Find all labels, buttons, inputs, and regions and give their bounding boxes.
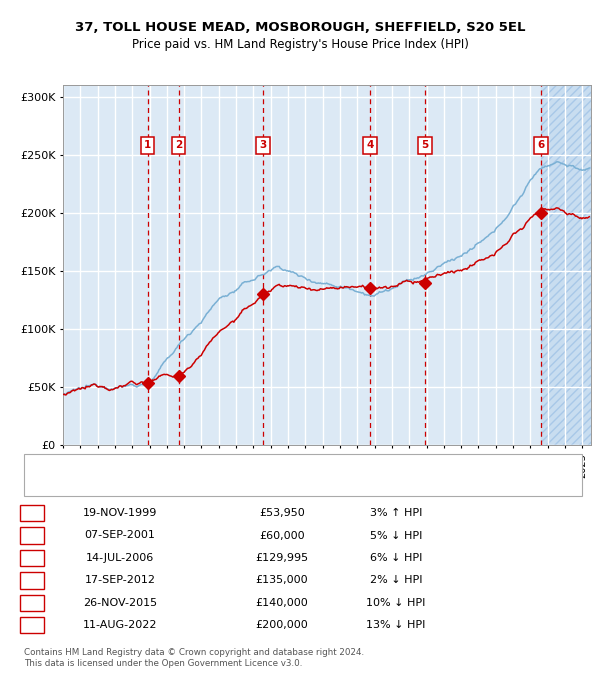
Text: 19-NOV-1999: 19-NOV-1999 xyxy=(83,508,157,518)
Bar xyxy=(541,85,591,445)
Text: £200,000: £200,000 xyxy=(256,620,308,630)
Text: 17-SEP-2012: 17-SEP-2012 xyxy=(85,575,155,585)
Text: £140,000: £140,000 xyxy=(256,598,308,608)
Text: 5: 5 xyxy=(421,141,428,150)
Text: 5: 5 xyxy=(29,598,37,608)
Text: 4: 4 xyxy=(29,575,37,585)
Text: HPI: Average price, semi-detached house, Sheffield: HPI: Average price, semi-detached house,… xyxy=(69,479,325,490)
Text: 10% ↓ HPI: 10% ↓ HPI xyxy=(367,598,425,608)
Text: Price paid vs. HM Land Registry's House Price Index (HPI): Price paid vs. HM Land Registry's House … xyxy=(131,37,469,51)
Text: 37, TOLL HOUSE MEAD, MOSBOROUGH, SHEFFIELD, S20 5EL (semi-detached house): 37, TOLL HOUSE MEAD, MOSBOROUGH, SHEFFIE… xyxy=(69,461,489,471)
Text: 5% ↓ HPI: 5% ↓ HPI xyxy=(370,530,422,541)
Text: Contains HM Land Registry data © Crown copyright and database right 2024.: Contains HM Land Registry data © Crown c… xyxy=(24,648,364,658)
Text: 2: 2 xyxy=(175,141,182,150)
Text: 2% ↓ HPI: 2% ↓ HPI xyxy=(370,575,422,585)
Text: 2: 2 xyxy=(29,530,37,541)
Text: 37, TOLL HOUSE MEAD, MOSBOROUGH, SHEFFIELD, S20 5EL: 37, TOLL HOUSE MEAD, MOSBOROUGH, SHEFFIE… xyxy=(75,20,525,34)
Text: £60,000: £60,000 xyxy=(259,530,305,541)
Text: 07-SEP-2001: 07-SEP-2001 xyxy=(85,530,155,541)
Text: 1: 1 xyxy=(29,508,37,518)
Text: 6% ↓ HPI: 6% ↓ HPI xyxy=(370,553,422,563)
Text: 26-NOV-2015: 26-NOV-2015 xyxy=(83,598,157,608)
Text: 13% ↓ HPI: 13% ↓ HPI xyxy=(367,620,425,630)
Text: £53,950: £53,950 xyxy=(259,508,305,518)
Text: 6: 6 xyxy=(538,141,545,150)
Text: 4: 4 xyxy=(366,141,373,150)
Text: 6: 6 xyxy=(29,620,37,630)
Text: This data is licensed under the Open Government Licence v3.0.: This data is licensed under the Open Gov… xyxy=(24,659,302,668)
Text: 3: 3 xyxy=(29,553,37,563)
Text: 14-JUL-2006: 14-JUL-2006 xyxy=(86,553,154,563)
Text: £135,000: £135,000 xyxy=(256,575,308,585)
Text: 3% ↑ HPI: 3% ↑ HPI xyxy=(370,508,422,518)
Text: 1: 1 xyxy=(144,141,151,150)
Text: £129,995: £129,995 xyxy=(256,553,308,563)
Bar xyxy=(541,85,591,445)
Text: 3: 3 xyxy=(259,141,266,150)
Text: 11-AUG-2022: 11-AUG-2022 xyxy=(83,620,157,630)
